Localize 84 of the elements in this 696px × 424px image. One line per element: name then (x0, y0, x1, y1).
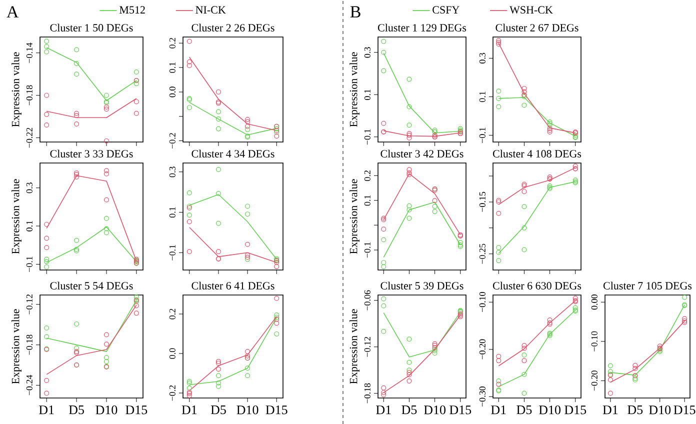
chart-title: Cluster 4 108 DEGs (493, 150, 582, 158)
y-tick-label: −0.1 (479, 128, 486, 143)
chart-title: Cluster 2 26 DEGs (192, 24, 274, 32)
y-tick-label: 0.0 (169, 86, 176, 98)
y-tick-label: −0.18 (364, 383, 370, 404)
chart-title: Cluster 5 39 DEGs (380, 282, 464, 290)
y-tick-label: 0.1 (364, 90, 370, 100)
legend-label: CSFY (432, 6, 460, 14)
y-tick-label: 0.2 (364, 170, 370, 181)
y-tick-label: 0.1 (26, 220, 32, 232)
y-tick-label: 0.00 (591, 294, 598, 310)
y-tick-label: −0.24 (26, 374, 32, 396)
legend-label: M512 (120, 6, 145, 14)
x-tick-label: D15 (564, 406, 586, 414)
text: B (350, 6, 360, 18)
x-tick-label: D10 (649, 406, 671, 414)
x-tick-label: D5 (210, 406, 226, 414)
chart-title: Cluster 5 54 DEGs (50, 282, 133, 290)
x-tick-label: D5 (516, 406, 532, 414)
legend-label: NI-CK (196, 6, 226, 14)
y-tick-label: 0.1 (169, 62, 176, 73)
y-tick-label: −0.20 (479, 339, 486, 360)
x-tick-label: D10 (236, 406, 258, 414)
x-tick-label: D5 (402, 406, 417, 414)
x-tick-label: D10 (96, 406, 118, 414)
x-tick-label: D1 (376, 406, 391, 414)
y-tick-label: −0.12 (364, 336, 370, 357)
y-tick-label: −0.18 (26, 85, 32, 106)
y-tick-label: 0.2 (169, 38, 176, 48)
x-tick-label: D1 (602, 406, 618, 414)
y-tick-label: 0.3 (479, 52, 486, 64)
x-tick-label: D15 (126, 406, 148, 414)
y-tick-label: 0.3 (364, 47, 370, 58)
y-tick-label: −0.1 (169, 245, 176, 260)
chart-title: Cluster 3 42 DEGs (380, 150, 464, 158)
y-tick-label: 0.2 (169, 308, 176, 320)
y-tick-label: −0.1 (364, 129, 370, 145)
x-tick-label: D1 (39, 406, 54, 414)
y-tick-label: −0.2 (169, 385, 176, 401)
x-tick-label: D15 (450, 406, 472, 414)
x-tick-label: D1 (182, 406, 197, 414)
y-tick-label: −0.18 (26, 334, 32, 355)
y-axis-title: Expression value (12, 309, 22, 384)
y-axis-title: Expression value (350, 309, 360, 384)
x-tick-label: D10 (538, 406, 560, 414)
y-tick-label: 0.0 (169, 348, 176, 359)
x-tick-label: D15 (266, 406, 288, 414)
y-tick-label: −0.1 (364, 242, 370, 258)
y-tick-label: −0.06 (364, 290, 370, 310)
y-axis-title: Expression value (350, 179, 360, 254)
y-tick-label: −0.30 (479, 386, 486, 407)
y-tick-label: −0.10 (591, 331, 598, 352)
chart-title: Cluster 1 50 DEGs (50, 24, 133, 32)
chart-title: Cluster 7 105 DEGs (604, 282, 692, 290)
y-tick-label: −0.25 (479, 244, 486, 264)
x-tick-label: D15 (674, 406, 696, 414)
text: A (6, 6, 19, 18)
y-axis-title: Expression value (350, 52, 360, 127)
y-tick-label: 0.3 (26, 182, 32, 194)
y-tick-label: −0.1 (26, 256, 32, 272)
y-tick-label: 0.1 (479, 92, 486, 102)
y-tick-label: −0.20 (591, 370, 598, 391)
legend-label: WSH-CK (510, 6, 553, 14)
x-tick-label: D10 (424, 406, 446, 414)
chart-title: Cluster 6 41 DEGs (192, 282, 274, 290)
y-tick-label: −0.10 (479, 292, 486, 312)
y-tick-label: −0.12 (26, 294, 32, 314)
y-tick-label: −0.2 (169, 133, 176, 148)
y-axis-title: Expression value (12, 52, 22, 127)
y-tick-label: −0.14 (26, 42, 32, 63)
y-tick-label: 0.3 (169, 166, 176, 178)
chart-title: Cluster 4 34 DEGs (192, 150, 274, 158)
y-tick-label: −0.15 (479, 192, 486, 212)
y-tick-label: 0.1 (169, 207, 176, 218)
x-tick-label: D5 (68, 406, 84, 414)
x-tick-label: D1 (491, 406, 506, 414)
chart-title: Cluster 1 129 DEGs (378, 24, 466, 32)
chart-title: Cluster 6 630 DEGs (493, 282, 582, 290)
y-axis-title: Expression value (12, 179, 22, 254)
y-tick-label: 0.1 (364, 195, 370, 206)
chart-title: Cluster 3 33 DEGs (50, 150, 133, 158)
x-tick-label: D5 (628, 406, 643, 414)
chart-title: Cluster 2 67 DEGs (496, 24, 578, 32)
y-tick-label: −0.22 (26, 128, 32, 148)
